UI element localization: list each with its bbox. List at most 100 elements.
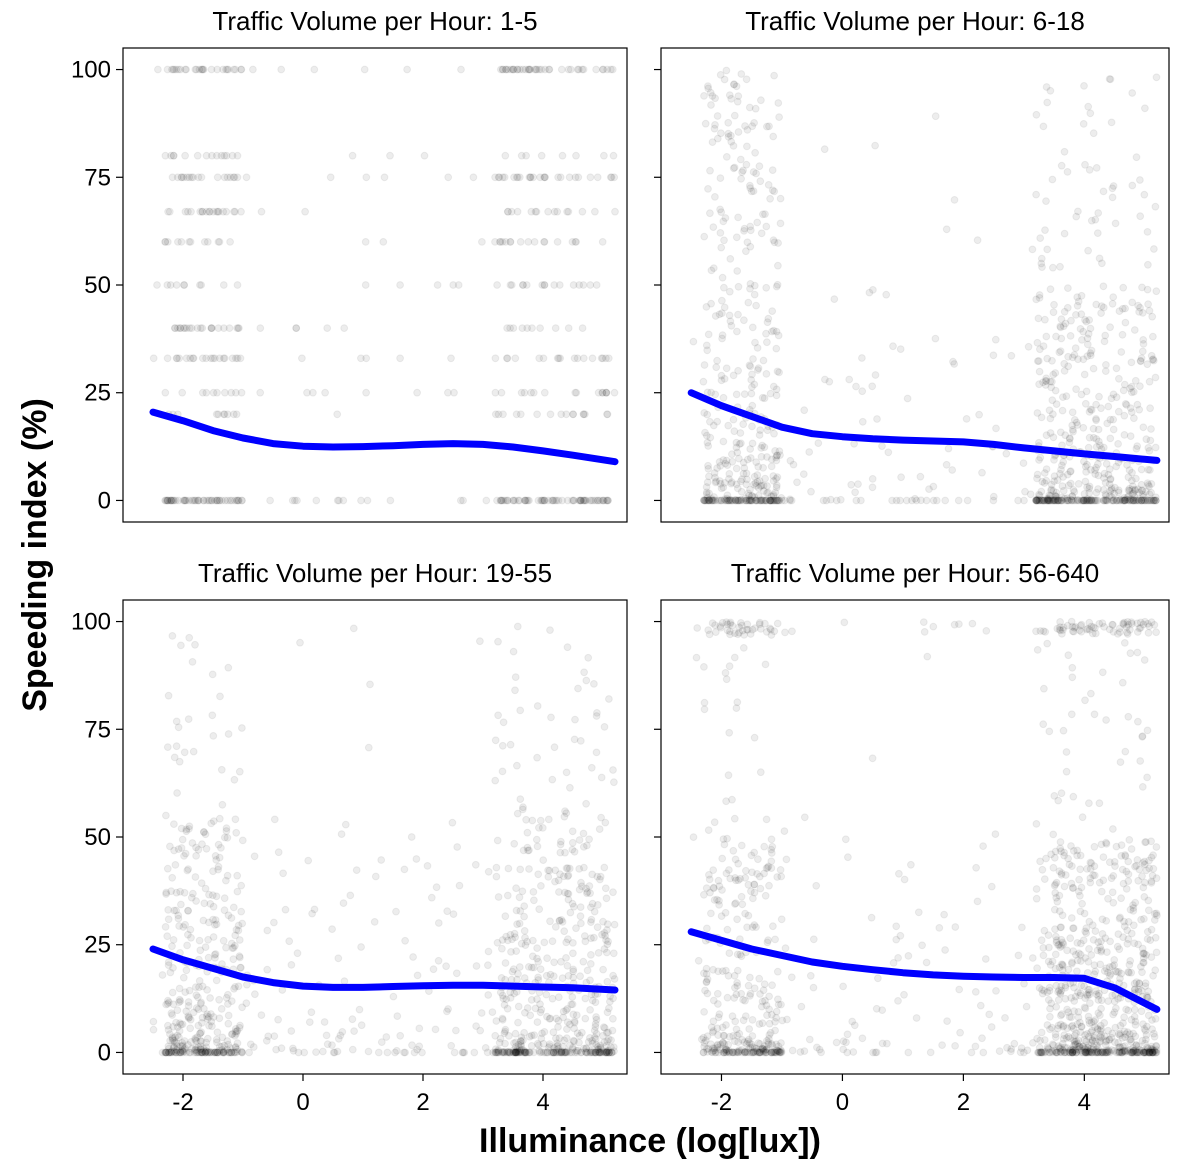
data-point	[536, 816, 545, 825]
data-point	[772, 385, 781, 394]
data-point	[1140, 656, 1149, 664]
point-layer	[149, 65, 619, 505]
data-point	[700, 409, 709, 417]
data-point	[782, 855, 791, 864]
data-point	[1068, 663, 1077, 672]
data-point	[208, 496, 216, 505]
data-point	[569, 939, 577, 947]
data-point	[341, 820, 350, 829]
data-point	[163, 864, 172, 873]
data-point	[1041, 315, 1049, 324]
data-point	[481, 1044, 490, 1052]
data-point	[1054, 996, 1063, 1004]
data-point	[1121, 747, 1130, 756]
data-point	[570, 1037, 578, 1046]
data-point	[716, 229, 725, 237]
data-point	[752, 301, 760, 310]
data-point	[757, 1002, 766, 1011]
data-point	[173, 789, 182, 797]
data-point	[757, 1048, 765, 1057]
data-point	[602, 496, 611, 505]
data-point	[1085, 1019, 1094, 1028]
data-point	[1106, 323, 1114, 332]
data-point	[608, 65, 617, 74]
data-point	[224, 1048, 233, 1057]
data-point	[1048, 1023, 1056, 1032]
data-point	[872, 1048, 881, 1057]
data-point	[609, 949, 618, 958]
data-point	[1138, 968, 1146, 977]
data-point	[878, 1039, 887, 1048]
data-point	[769, 922, 777, 931]
data-point	[715, 901, 723, 909]
data-point	[706, 209, 714, 218]
data-point	[572, 238, 580, 246]
data-point	[472, 1022, 481, 1030]
data-point	[222, 824, 231, 833]
data-point	[919, 618, 928, 626]
data-point	[596, 496, 604, 505]
data-point	[212, 410, 221, 419]
data-point	[762, 370, 771, 378]
data-point	[1101, 331, 1110, 340]
data-point	[1043, 245, 1052, 254]
data-point	[954, 496, 963, 505]
data-point	[722, 153, 731, 161]
data-point	[579, 354, 588, 363]
data-point	[522, 815, 530, 824]
data-point	[1114, 440, 1122, 448]
data-point	[209, 354, 217, 363]
data-point	[557, 957, 565, 966]
data-point	[737, 70, 746, 78]
data-point	[1037, 936, 1046, 945]
data-point	[432, 883, 441, 892]
data-point	[1137, 480, 1146, 489]
data-point	[182, 65, 191, 74]
data-point	[1084, 1012, 1093, 1021]
data-point	[1067, 914, 1076, 922]
data-point	[932, 496, 941, 505]
data-point	[215, 995, 224, 1004]
data-point	[217, 151, 226, 160]
data-point	[539, 856, 548, 864]
data-point	[1051, 950, 1060, 959]
data-point	[588, 354, 597, 363]
data-point	[549, 1028, 558, 1037]
facet-title: Traffic Volume per Hour: 6-18	[745, 6, 1085, 36]
data-point	[572, 388, 581, 397]
data-point	[176, 65, 185, 74]
data-point	[743, 923, 751, 932]
data-point	[809, 983, 818, 992]
data-point	[733, 267, 742, 275]
data-point	[362, 173, 371, 182]
data-point	[735, 440, 744, 448]
data-point	[1109, 1010, 1117, 1019]
data-point	[175, 1027, 184, 1035]
data-point	[851, 488, 859, 497]
data-point	[1149, 864, 1158, 873]
data-point	[498, 238, 507, 246]
data-point	[1129, 387, 1138, 396]
data-point	[1130, 1005, 1139, 1014]
data-point	[1139, 340, 1148, 348]
data-point	[434, 919, 443, 927]
data-point	[208, 151, 216, 160]
data-point	[392, 1046, 401, 1055]
data-point	[377, 1038, 386, 1046]
data-point	[1042, 465, 1051, 474]
data-point	[243, 980, 251, 989]
data-point	[569, 410, 577, 419]
data-point	[153, 281, 161, 289]
data-point	[929, 622, 938, 631]
data-point	[287, 1027, 296, 1035]
data-point	[839, 1037, 848, 1046]
data-point	[768, 981, 776, 990]
data-point	[878, 442, 886, 451]
data-point	[752, 169, 760, 178]
data-point	[1051, 847, 1060, 856]
data-point	[257, 1011, 266, 1019]
data-point	[578, 324, 587, 333]
data-point	[738, 900, 747, 909]
data-point	[992, 987, 1000, 995]
data-point	[333, 410, 342, 419]
